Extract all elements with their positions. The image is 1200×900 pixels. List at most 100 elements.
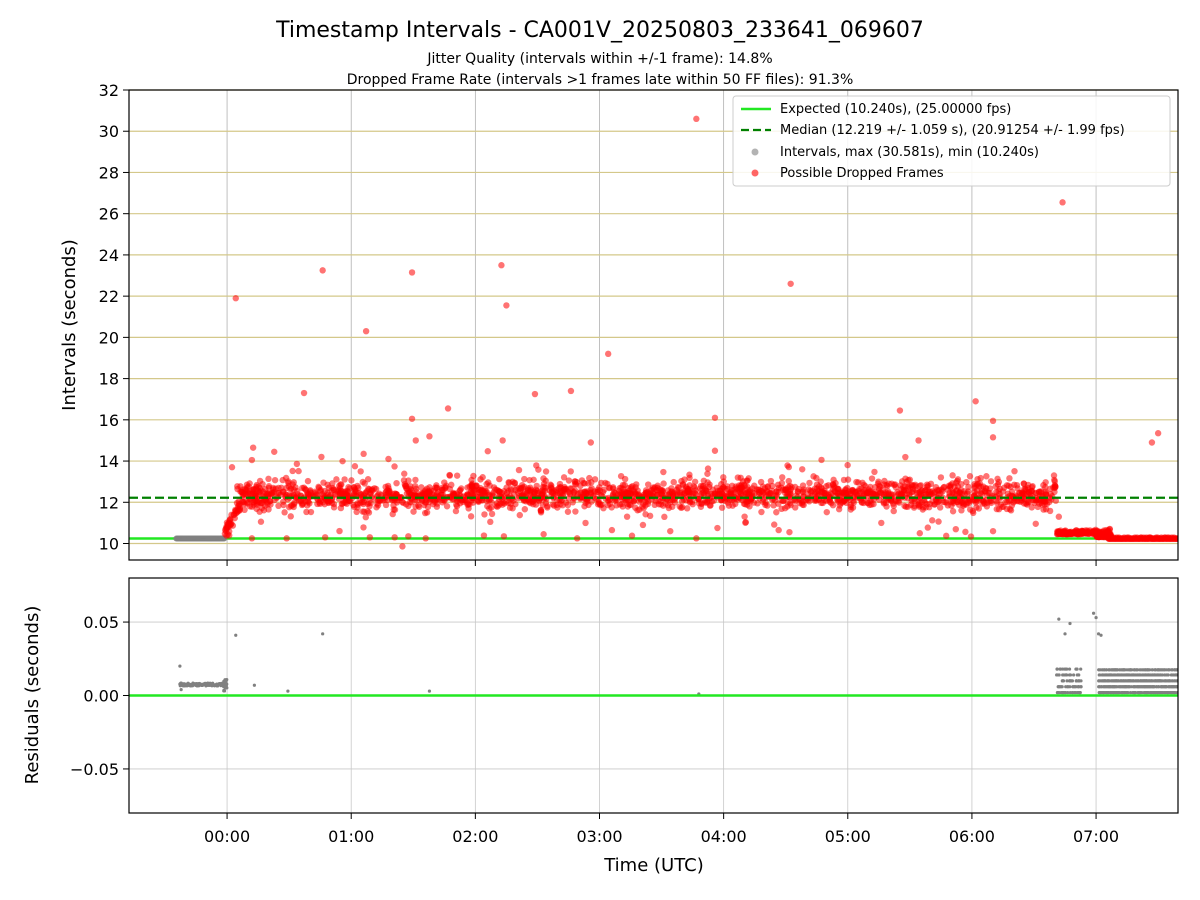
dropped-frame-point <box>617 472 625 480</box>
dropped-frame-point <box>565 477 573 484</box>
dropped-frame-point <box>989 527 997 535</box>
dropped-frame-point <box>916 530 923 537</box>
dropped-frame-point <box>452 507 460 515</box>
dropped-frame-point <box>344 492 352 500</box>
dropped-frame-point <box>498 262 505 269</box>
dropped-frame-point <box>949 472 956 479</box>
dropped-frame-point <box>506 504 514 511</box>
dropped-frame-point <box>704 490 712 497</box>
dropped-frame-point <box>516 485 523 492</box>
dropped-frame-point <box>248 456 256 464</box>
dropped-frame-point <box>966 473 974 480</box>
dropped-frame-point <box>813 485 821 492</box>
intervals-data-layer <box>129 115 1178 550</box>
dropped-frame-point <box>1060 529 1067 537</box>
dropped-frame-point <box>339 457 346 465</box>
dropped-frame-point <box>493 502 500 510</box>
dropped-frame-point <box>1055 530 1062 538</box>
dropped-frame-point <box>277 491 284 498</box>
dropped-frame-point <box>362 327 370 335</box>
dropped-frame-point <box>935 518 942 525</box>
dropped-frame-point <box>246 503 254 510</box>
dropped-frame-point <box>986 485 994 492</box>
intervals-y-tick-label: 16 <box>99 411 119 430</box>
dropped-frame-point <box>962 528 969 536</box>
intervals-y-tick-label: 28 <box>99 163 119 182</box>
dropped-frame-point <box>683 505 691 512</box>
dropped-frame-point <box>741 513 748 520</box>
residual-point <box>1157 685 1161 689</box>
dropped-frame-point <box>1008 488 1016 495</box>
legend-expected-label: Expected (10.240s), (25.00000 fps) <box>780 102 1011 117</box>
dropped-frame-point <box>787 280 794 287</box>
dropped-frame-point <box>351 463 359 470</box>
dropped-frame-point <box>847 506 854 513</box>
dropped-frame-point <box>891 481 898 489</box>
dropped-frame-point <box>1014 485 1021 492</box>
dropped-frame-point <box>660 468 667 476</box>
dropped-frame-point <box>496 475 503 483</box>
residual-point <box>1070 679 1075 683</box>
dropped-frame-point <box>524 486 532 494</box>
dropped-frame-point <box>521 475 528 483</box>
dropped-frame-point <box>880 481 888 488</box>
dropped-frame-point <box>949 508 957 515</box>
intervals-plot-frame <box>128 89 1179 561</box>
dropped-frame-point <box>364 476 372 483</box>
dropped-frame-point <box>290 500 298 508</box>
dropped-frame-point <box>762 501 769 509</box>
dropped-frame-point <box>495 488 502 495</box>
dropped-frame-point <box>574 490 582 498</box>
dropped-frame-point <box>864 489 872 496</box>
y-axis-label-residuals: Residuals (seconds) <box>22 606 43 785</box>
residual-point <box>1133 690 1138 695</box>
dropped-frame-point <box>660 480 667 487</box>
dropped-frame-point <box>771 521 778 528</box>
dropped-frame-point <box>698 500 705 507</box>
dropped-frame-point <box>1148 439 1156 446</box>
dropped-frame-point <box>711 447 719 454</box>
residual-point <box>1079 667 1083 671</box>
dropped-frame-point <box>424 503 432 511</box>
dropped-frame-point <box>294 487 301 495</box>
dropped-frame-point <box>700 477 708 484</box>
dropped-frame-point <box>526 476 533 484</box>
dropped-frame-point <box>814 490 821 497</box>
dropped-frame-point <box>320 479 327 486</box>
dropped-frame-point <box>989 434 997 441</box>
dropped-frame-point <box>916 489 923 496</box>
dropped-frame-point <box>937 474 945 481</box>
legend-intervals-swatch <box>751 148 759 156</box>
dropped-frame-point <box>330 486 337 494</box>
dropped-frame-point <box>303 508 310 516</box>
dropped-frame-point <box>443 503 451 510</box>
dropped-frame-point <box>595 499 602 506</box>
dropped-frame-point <box>770 502 777 509</box>
dropped-frame-point <box>744 486 751 493</box>
residual-point <box>234 633 238 637</box>
dropped-frame-point <box>408 269 416 276</box>
dropped-frame-point <box>582 499 589 507</box>
dropped-frame-point <box>503 302 510 309</box>
dropped-frame-point <box>779 474 786 481</box>
dropped-frame-point <box>978 488 986 495</box>
dropped-frame-point <box>385 455 392 463</box>
dropped-frame-point <box>933 499 941 506</box>
legend-box <box>732 95 1171 187</box>
dropped-frame-point <box>714 524 721 532</box>
residual-point <box>1060 690 1065 695</box>
dropped-frame-point <box>571 480 579 488</box>
dropped-frame-point <box>459 498 466 506</box>
y-axis-label-intervals: Intervals (seconds) <box>59 239 80 411</box>
dropped-frame-point <box>897 482 904 489</box>
dropped-frame-point <box>541 483 548 491</box>
dropped-frame-point <box>369 487 376 494</box>
dropped-frame-point <box>954 498 961 506</box>
residual-point <box>1130 668 1134 672</box>
dropped-frame-point <box>433 482 440 489</box>
dropped-frame-point <box>1059 199 1066 206</box>
dropped-frame-point <box>401 470 408 477</box>
dropped-frame-point <box>779 497 787 505</box>
dropped-frame-point <box>704 470 711 477</box>
legend-dropped-swatch <box>751 169 759 177</box>
